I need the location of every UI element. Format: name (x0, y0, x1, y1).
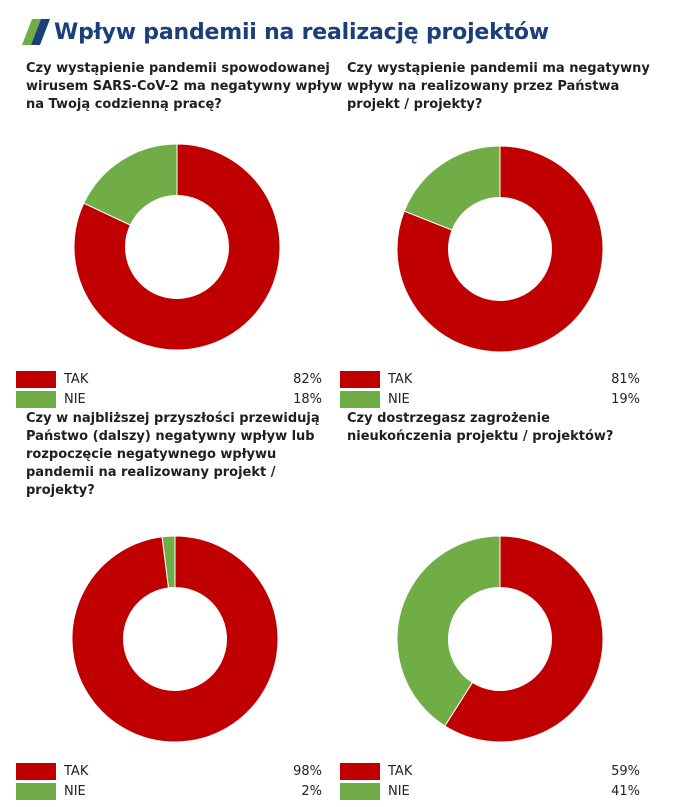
question-4: Czy dostrzegasz zagrożenie nieukończenia… (347, 411, 614, 444)
legend-swatch-nie (340, 783, 380, 800)
legend-row-nie: NIE 41% (340, 782, 640, 802)
legend-row-tak: TAK 81% (340, 370, 640, 390)
donut-slice-nie (403, 145, 501, 231)
chart-panel-2: Czy wystąpienie pandemii ma negatywny wp… (340, 60, 670, 415)
donut-chart-1 (73, 143, 281, 351)
legend-value-tak: 82% (293, 372, 322, 387)
legend-value-nie: 19% (611, 392, 640, 407)
legend-1: TAK 82% NIE 18% (16, 370, 322, 410)
donut-slice-nie (161, 535, 176, 589)
legend-label-nie: NIE (388, 392, 410, 407)
question-3: Czy w najbliższej przyszłości przewidują… (26, 411, 320, 498)
legend-label-nie: NIE (388, 784, 410, 799)
question-2: Czy wystąpienie pandemii ma negatywny wp… (347, 61, 650, 112)
legend-value-tak: 98% (293, 764, 322, 779)
chart-panel-4: Czy dostrzegasz zagrożenie nieukończenia… (340, 410, 670, 805)
donut-slice-nie (83, 143, 178, 226)
legend-3: TAK 98% NIE 2% (16, 762, 322, 802)
legend-row-tak: TAK 98% (16, 762, 322, 782)
donut-chart-4 (396, 535, 604, 743)
legend-label-tak: TAK (388, 764, 413, 779)
legend-2: TAK 81% NIE 19% (340, 370, 640, 410)
donut-slice-tak (396, 145, 604, 353)
chart-panel-1: Czy wystąpienie pandemii spowodowanej wi… (16, 60, 346, 415)
legend-value-nie: 41% (611, 784, 640, 799)
legend-swatch-nie (16, 391, 56, 408)
legend-value-nie: 18% (293, 392, 322, 407)
chart-panel-3: Czy w najbliższej przyszłości przewidują… (16, 410, 346, 805)
legend-label-nie: NIE (64, 784, 86, 799)
legend-swatch-tak (340, 763, 380, 780)
donut-chart-2 (396, 145, 604, 353)
donut-slice-tak (73, 143, 281, 351)
legend-4: TAK 59% NIE 41% (340, 762, 640, 802)
page-title: Wpływ pandemii na realizację projektów (54, 19, 549, 45)
legend-swatch-tak (16, 371, 56, 388)
donut-slice-nie (396, 535, 501, 727)
legend-swatch-nie (340, 391, 380, 408)
stripes-logo-icon (22, 19, 50, 45)
legend-swatch-tak (16, 763, 56, 780)
donut-slice-tak (71, 535, 279, 743)
legend-value-tak: 81% (611, 372, 640, 387)
legend-value-tak: 59% (611, 764, 640, 779)
legend-row-nie: NIE 18% (16, 390, 322, 410)
legend-label-tak: TAK (64, 372, 89, 387)
legend-swatch-tak (340, 371, 380, 388)
legend-swatch-nie (16, 783, 56, 800)
legend-label-tak: TAK (388, 372, 413, 387)
legend-label-nie: NIE (64, 392, 86, 407)
legend-row-tak: TAK 59% (340, 762, 640, 782)
question-1: Czy wystąpienie pandemii spowodowanej wi… (26, 61, 343, 112)
donut-slice-tak (444, 535, 604, 743)
legend-value-nie: 2% (301, 784, 322, 799)
legend-row-nie: NIE 2% (16, 782, 322, 802)
legend-row-nie: NIE 19% (340, 390, 640, 410)
legend-row-tak: TAK 82% (16, 370, 322, 390)
page-header: Wpływ pandemii na realizację projektów (22, 14, 549, 50)
legend-label-tak: TAK (64, 764, 89, 779)
donut-chart-3 (71, 535, 279, 743)
